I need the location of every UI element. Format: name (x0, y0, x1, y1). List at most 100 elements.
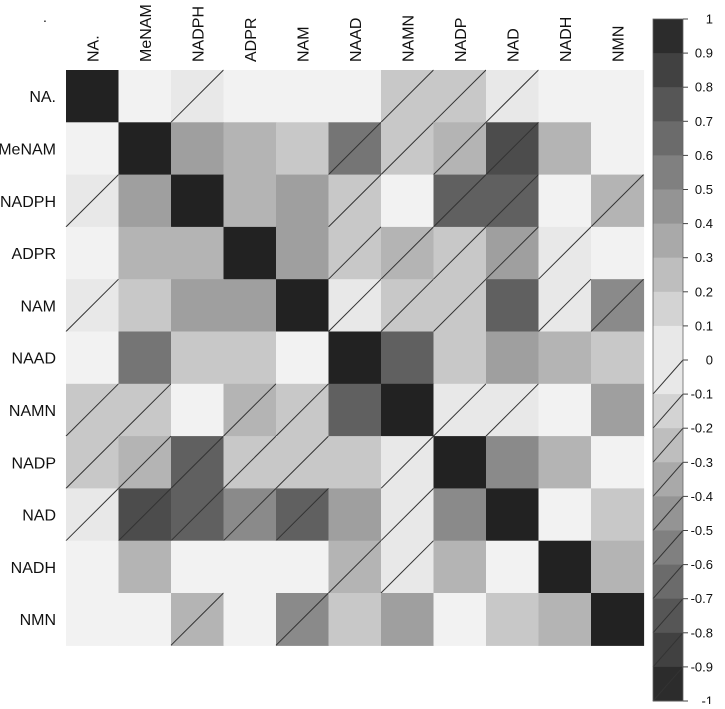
heatmap-cell (538, 383, 592, 437)
negative-diagonal (433, 174, 487, 228)
colorbar-tick-label: -0.1 (691, 387, 713, 402)
cell-fill (276, 226, 330, 280)
cell-fill (486, 593, 540, 646)
cell-fill (486, 488, 540, 542)
negative-diagonal (170, 435, 224, 489)
cell-fill (381, 383, 435, 437)
heatmap-cell (118, 540, 172, 594)
heatmap-cell (380, 488, 435, 542)
cell-fill (276, 540, 330, 594)
colorbar-negative-diagonal (652, 359, 684, 395)
negative-diagonal (590, 278, 644, 332)
cell-fill (591, 540, 645, 594)
colorbar-tick-label: -0.2 (691, 421, 713, 436)
x-tick-label: NAD (505, 28, 522, 62)
heatmap-cell (118, 331, 172, 385)
x-tick-label: NADP (453, 18, 470, 62)
colorbar-tick-label: -0.6 (691, 557, 713, 572)
y-tick-label: NADH (11, 560, 56, 577)
colorbar-negative-diagonal (652, 564, 684, 600)
heatmap-cell (223, 383, 277, 437)
negative-diagonal (485, 383, 539, 437)
x-tick-label: NAAD (348, 18, 365, 62)
cell-fill (118, 540, 172, 594)
cell-fill (381, 331, 435, 385)
colorbar-negative-diagonal (652, 598, 684, 634)
heatmap-cell (276, 122, 330, 176)
heatmap-cell (591, 436, 645, 489)
heatmap-cell (381, 383, 435, 437)
negative-diagonal (223, 435, 277, 489)
negative-diagonal (275, 488, 329, 542)
negative-diagonal (275, 592, 329, 646)
heatmap-cell (591, 122, 645, 176)
heatmap-cell (118, 279, 172, 333)
heatmap-cell (275, 383, 330, 437)
heatmap-cell (171, 279, 225, 333)
heatmap-cell (328, 121, 382, 176)
cell-fill (591, 122, 645, 176)
heatmap-cell (485, 121, 540, 176)
colorbar-band-fill (653, 87, 683, 122)
colorbar-tick-label: 0.2 (695, 284, 713, 299)
heatmap-cell (380, 226, 435, 280)
heatmap-cell (223, 70, 277, 123)
colorbar-band (652, 461, 684, 497)
heatmap-cell (118, 435, 172, 489)
cell-fill (223, 593, 277, 646)
heatmap-cell (486, 593, 540, 646)
cell-fill (66, 540, 120, 594)
cell-fill (433, 540, 487, 594)
colorbar-tick-label: 0.6 (695, 148, 713, 163)
y-tick-label: NA. (29, 89, 56, 106)
heatmap-cell (538, 331, 592, 385)
negative-diagonal (65, 174, 119, 228)
colorbar-band (652, 632, 684, 668)
heatmap-cell (538, 278, 592, 333)
negative-diagonal (433, 383, 487, 437)
negative-diagonal (538, 226, 592, 280)
heatmap-cell (328, 226, 382, 280)
heatmap-cell (65, 435, 120, 489)
cell-fill (538, 122, 592, 176)
heatmap-cell (276, 279, 330, 333)
negative-diagonal (65, 278, 119, 332)
heatmap-cell (433, 436, 487, 489)
colorbar-band (653, 223, 683, 259)
y-tick-label: NAD (22, 508, 56, 525)
heatmap-cell (171, 383, 225, 437)
colorbar-tick-label: 0.1 (695, 318, 713, 333)
cell-fill (328, 70, 382, 123)
x-tick-label: NADPH (190, 6, 207, 62)
heatmap-cell (275, 435, 330, 489)
cell-fill (118, 70, 172, 123)
heatmap-cell (65, 174, 120, 228)
heatmap-cell (65, 383, 120, 437)
cell-fill (328, 593, 382, 646)
heatmap-cell (66, 122, 120, 176)
heatmap-cell (118, 70, 172, 123)
heatmap-cell (170, 69, 225, 123)
cell-fill (118, 331, 172, 385)
colorbar: 1 0.9 0.8 0.7 0.6 0.5 0.4 0.3 0.2 0.1 0 -0.1 -0.2 -0.… (652, 12, 713, 709)
negative-diagonal (380, 226, 434, 280)
cell-fill (591, 488, 645, 542)
cell-fill (433, 436, 487, 489)
corner-mark: . (43, 9, 47, 25)
colorbar-tick-label: -0.4 (691, 489, 713, 504)
cell-fill (223, 331, 277, 385)
heatmap-cell (328, 278, 382, 333)
cell-fill (118, 174, 172, 228)
colorbar-negative-diagonal (652, 496, 684, 531)
colorbar-tick-label: -0.9 (691, 659, 713, 674)
negative-diagonal (65, 435, 119, 489)
heatmap-cell (276, 540, 330, 594)
cell-fill (538, 174, 592, 228)
heatmap-cell (485, 383, 540, 437)
negative-diagonal (328, 278, 382, 332)
heatmap-cell (381, 593, 435, 646)
heatmap-cell (538, 593, 592, 646)
heatmap-cell (380, 69, 435, 123)
negative-diagonal (65, 488, 119, 542)
